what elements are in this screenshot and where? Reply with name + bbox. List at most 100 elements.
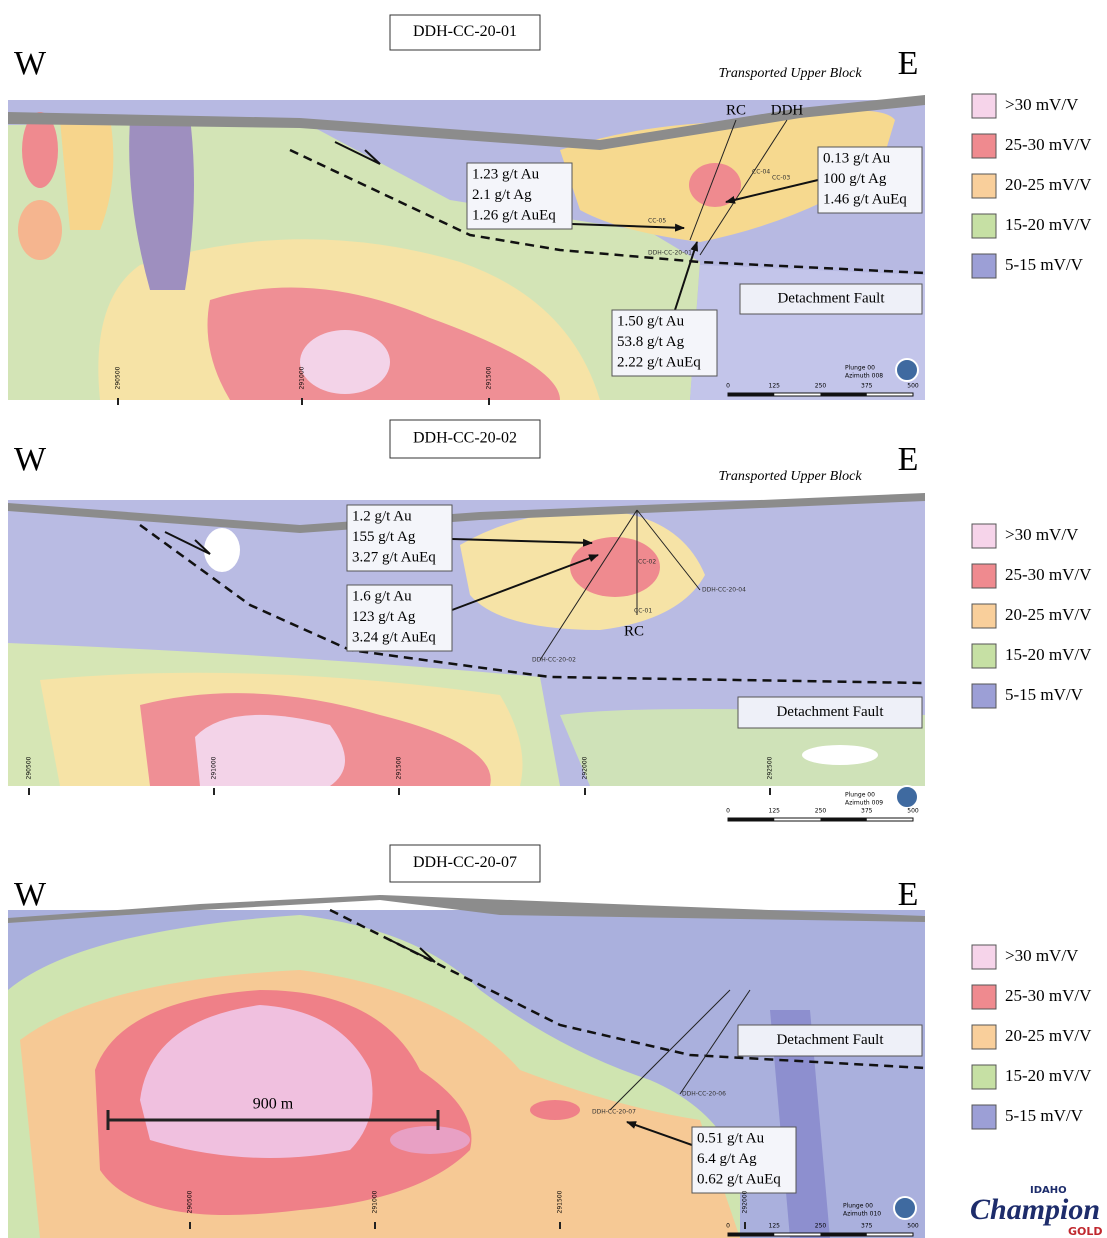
legend-label: 5-15 mV/V [1005,255,1084,274]
orientation-label: Azimuth 010 [843,1211,881,1218]
scale-label: 375 [861,383,873,390]
north-badge [896,359,918,381]
section-body [8,95,925,400]
callout-line: 3.27 g/t AuEq [352,549,436,565]
legend-swatch [972,604,996,628]
drill-label: CC-02 [638,559,656,566]
block-label: Transported Upper Block [718,66,862,81]
fault-label: Detachment Fault [776,704,884,720]
cross-section-panel: DDH-CC-20-01 W E Transported Upper Block Det… [8,15,1092,405]
logo-bottom: GOLD [1068,1225,1103,1238]
section-title: DDH-CC-20-01 [413,23,517,40]
zone [300,330,390,394]
easting-label: 291500 [557,1190,564,1213]
callout-line: 155 g/t Ag [352,529,416,545]
scale-label: 0 [726,808,730,815]
fault-label: Detachment Fault [777,290,885,306]
zone [530,1100,580,1120]
hole-label: RC [726,102,746,118]
legend-label: 20-25 mV/V [1005,175,1092,194]
figure: DDH-CC-20-01 W E Transported Upper Block Det… [0,0,1107,1238]
west-label: W [14,876,47,913]
legend-label: 15-20 mV/V [1005,215,1092,234]
legend-swatch [972,214,996,238]
callout-line: 0.51 g/t Au [697,1130,765,1146]
drill-label: DDH-CC-20-07 [592,1109,636,1116]
scale-label: 0 [726,1223,730,1230]
legend-swatch [972,1065,996,1089]
scale-label: 125 [769,1223,781,1230]
scale-label: 500 [907,383,919,390]
legend-swatch [972,985,996,1009]
legend-swatch [972,254,996,278]
zone [570,537,660,597]
zone [802,745,878,765]
callout-line: 1.50 g/t Au [617,313,685,329]
legend-swatch [972,945,996,969]
hole-label: DDH [771,102,804,118]
callout-line: 2.22 g/t AuEq [617,354,701,370]
legend-label: 25-30 mV/V [1005,986,1092,1005]
drill-label: DDH-CC-20-06 [682,1091,726,1098]
scale-label: 250 [815,808,827,815]
easting-label: 291000 [211,756,218,779]
easting-label: 292500 [767,756,774,779]
west-label: W [14,441,47,478]
callout-line: 1.23 g/t Au [472,166,540,182]
hole-label: RC [624,623,644,639]
legend-swatch [972,644,996,668]
legend-swatch [972,94,996,118]
scale-label: 125 [769,808,781,815]
drill-label: CC-05 [648,218,666,225]
north-badge [894,1197,916,1219]
callout-line: 6.4 g/t Ag [697,1151,757,1167]
orientation-label: Plunge 00 [843,1203,873,1210]
orientation-label: Plunge 00 [845,365,875,372]
scale-bar-segment [821,393,867,396]
callout-line: 3.24 g/t AuEq [352,629,436,645]
scale-label: 375 [861,1223,873,1230]
section-title: DDH-CC-20-02 [413,430,517,447]
zone [195,715,345,786]
easting-label: 291500 [396,756,403,779]
easting-label: 291000 [372,1190,379,1213]
legend-label: 15-20 mV/V [1005,645,1092,664]
callout-line: 1.26 g/t AuEq [472,207,556,223]
cross-section-panel: DDH-CC-20-07WEDetachment FaultDDH-CC-20-… [8,845,1092,1238]
section-title: DDH-CC-20-07 [413,854,517,871]
legend-label: 20-25 mV/V [1005,1026,1092,1045]
legend-label: 20-25 mV/V [1005,605,1092,624]
callout-line: 1.6 g/t Au [352,588,412,604]
scale-label: 500 [907,808,919,815]
easting-label: 290500 [26,756,33,779]
scale-label: 250 [815,383,827,390]
easting-label: 290500 [115,366,122,389]
section-body [8,493,925,786]
scale-bar-segment [728,818,774,821]
orientation-label: Plunge 00 [845,792,875,799]
west-label: W [14,45,47,82]
legend-swatch [972,684,996,708]
drill-label: DDH-CC-20-02 [532,657,576,664]
legend-swatch [972,1105,996,1129]
legend-label: 5-15 mV/V [1005,1106,1084,1125]
north-badge [896,786,918,808]
easting-label: 291500 [486,366,493,389]
scale-bar-segment [728,1233,774,1236]
callout-line: 0.62 g/t AuEq [697,1171,781,1187]
scale-bar-segment [728,393,774,396]
zone [390,1126,470,1154]
legend-label: 15-20 mV/V [1005,1066,1092,1085]
callout-line: 123 g/t Ag [352,609,416,625]
legend-label: 5-15 mV/V [1005,685,1084,704]
orientation-label: Azimuth 008 [845,373,883,380]
drill-label: CC-01 [634,608,652,615]
legend-label: 25-30 mV/V [1005,565,1092,584]
easting-label: 291000 [299,366,306,389]
east-label: E [898,45,919,82]
east-label: E [898,441,919,478]
scale-label: 125 [769,383,781,390]
drill-label: DDH-CC-20-01 [648,250,692,257]
